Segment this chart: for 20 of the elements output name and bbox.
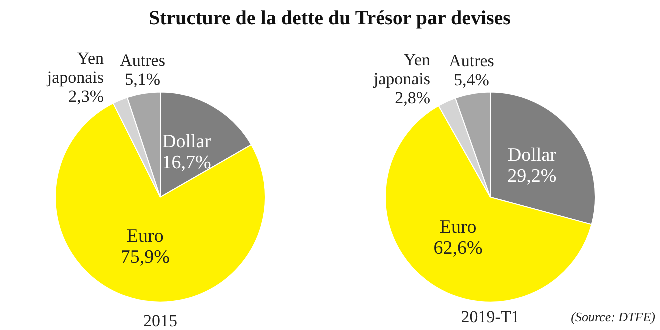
data-label: 75,9% <box>120 246 170 268</box>
data-label: 16,7% <box>162 152 212 174</box>
slice-label: Euro <box>440 217 477 238</box>
text: Structure de la dette du Trésor par devises <box>148 8 512 30</box>
data-label: 29,2% <box>508 166 557 187</box>
slice-label: Euro <box>126 226 164 247</box>
slice-label: Dollar <box>508 144 558 166</box>
data-label: 62,6% <box>434 238 484 260</box>
data-label: 2,3% <box>68 86 104 106</box>
text: 2019-T1 <box>461 308 520 327</box>
slice-label: Dollar <box>162 131 212 152</box>
data-label: 5,4% <box>454 70 490 90</box>
slice-label: Yen japonais <box>46 48 105 87</box>
data-label: 5,1% <box>125 70 161 90</box>
slice-label: Autres <box>120 51 166 70</box>
text: 2015 <box>144 312 178 330</box>
text: (Source: DTFE) <box>571 310 656 325</box>
slice-label: Autres <box>449 51 494 70</box>
slice-label: Yen japonais <box>372 50 432 88</box>
data-label: 2,8% <box>395 88 431 108</box>
